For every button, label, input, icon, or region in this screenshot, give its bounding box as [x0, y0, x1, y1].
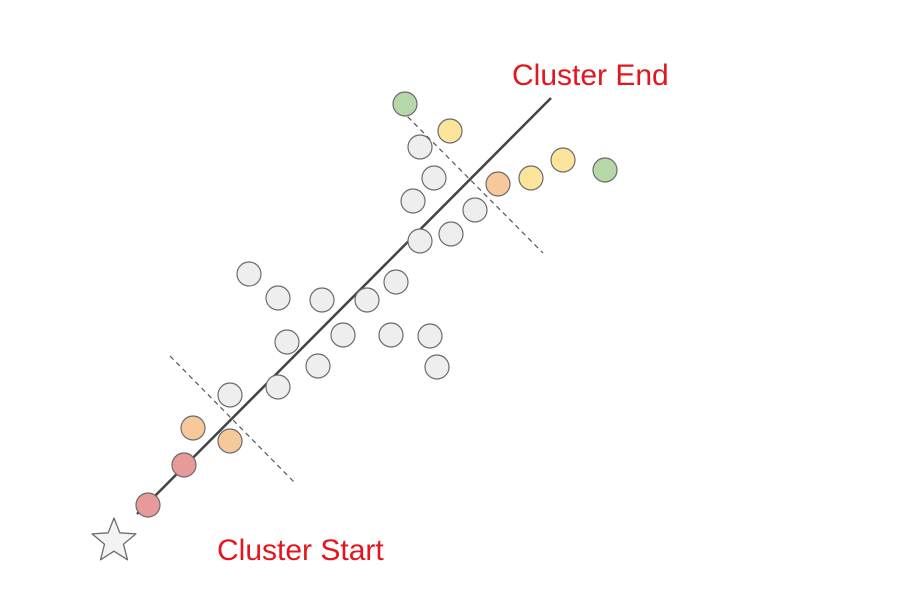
node-grey	[417, 323, 443, 349]
node-grey	[236, 261, 262, 287]
node-yellow	[550, 147, 576, 173]
node-grey	[378, 322, 404, 348]
node-grey	[438, 221, 464, 247]
node-red	[135, 492, 161, 518]
node-green	[592, 157, 618, 183]
cluster-end-label: Cluster End	[512, 59, 669, 92]
node-grey	[400, 188, 426, 214]
node-red	[171, 452, 197, 478]
node-grey	[309, 287, 335, 313]
node-yellow	[437, 118, 463, 144]
node-grey	[354, 287, 380, 313]
node-grey	[305, 353, 331, 379]
node-grey	[274, 329, 300, 355]
node-grey	[421, 165, 447, 191]
star-icon	[91, 517, 137, 561]
node-grey	[407, 134, 433, 160]
cluster-start-label: Cluster Start	[217, 534, 384, 567]
node-yellow	[518, 165, 544, 191]
node-orange	[485, 171, 511, 197]
node-grey	[330, 322, 356, 348]
node-grey	[424, 354, 450, 380]
cluster-axis-line	[136, 97, 552, 515]
node-orange	[217, 428, 243, 454]
node-orange	[180, 415, 206, 441]
node-grey	[217, 382, 243, 408]
node-grey	[383, 269, 409, 295]
node-green	[392, 91, 418, 117]
node-grey	[265, 285, 291, 311]
node-grey	[407, 228, 433, 254]
end-boundary-dashed-line	[394, 103, 544, 254]
node-grey	[265, 374, 291, 400]
node-grey	[462, 197, 488, 223]
start-boundary-dashed-line	[169, 355, 297, 485]
